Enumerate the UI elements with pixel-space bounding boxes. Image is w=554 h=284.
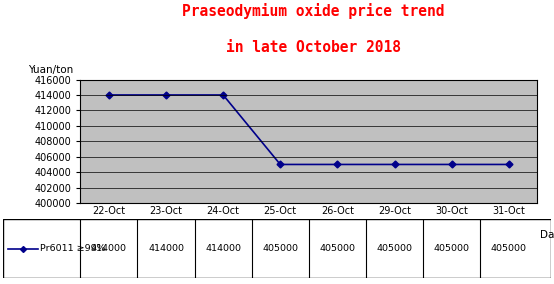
Text: in late October 2018: in late October 2018 xyxy=(225,40,401,55)
Text: 414000: 414000 xyxy=(91,244,127,253)
Text: Praseodymium oxide price trend: Praseodymium oxide price trend xyxy=(182,3,444,19)
Text: 405000: 405000 xyxy=(434,244,470,253)
Text: 405000: 405000 xyxy=(320,244,356,253)
Text: 405000: 405000 xyxy=(491,244,527,253)
Text: Yuan/ton: Yuan/ton xyxy=(28,64,73,75)
Text: 414000: 414000 xyxy=(148,244,184,253)
Text: 405000: 405000 xyxy=(377,244,413,253)
Text: Pr6011 ≥99%: Pr6011 ≥99% xyxy=(40,244,106,253)
Text: 405000: 405000 xyxy=(262,244,298,253)
Text: 414000: 414000 xyxy=(205,244,241,253)
Text: Date: Date xyxy=(540,230,554,240)
